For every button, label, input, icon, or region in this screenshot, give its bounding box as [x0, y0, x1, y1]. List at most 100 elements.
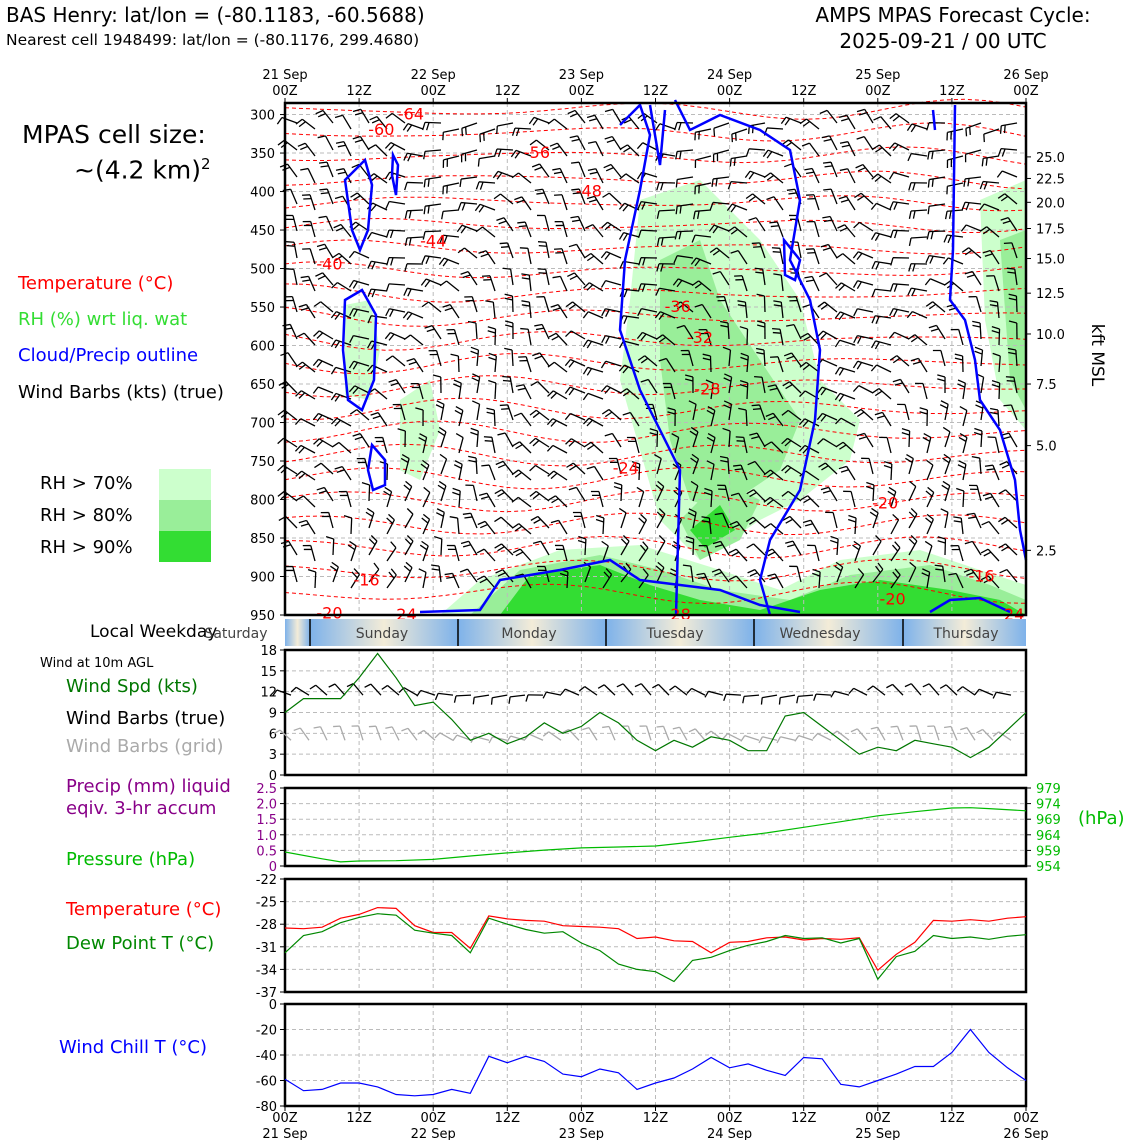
wind-barb: [781, 490, 802, 502]
dewpoint-series: [284, 913, 1027, 983]
wind-barb: [350, 192, 370, 205]
wind-barb: [587, 141, 604, 157]
wind-barb: [532, 540, 550, 556]
legend-temperature: Temperature (°C): [18, 273, 174, 294]
cloud-outline: [929, 596, 1011, 614]
wind-barb: [601, 221, 622, 232]
wind-barb: [385, 229, 406, 239]
wind-barb: [925, 513, 934, 535]
wind-barb: [502, 375, 514, 394]
bottom-time-label: 12Z: [495, 1111, 521, 1126]
wind-barb: [888, 331, 910, 340]
top-time-label: 12Z: [791, 84, 817, 99]
wind-grid-barb: [794, 734, 814, 742]
wind-barb: [820, 486, 838, 502]
wind-grid-barb: [890, 725, 904, 741]
wind-barb: [352, 108, 370, 124]
legend-rh90-label: RH > 90%: [40, 537, 133, 558]
wind-barb: [709, 247, 730, 259]
wind-barb: [419, 540, 429, 562]
wind-barb: [601, 408, 622, 421]
wind-10m-barb: [867, 685, 886, 696]
wind-grid-barb: [488, 736, 508, 744]
wind-barb: [418, 568, 427, 589]
wind-10m-barb: [830, 690, 850, 698]
wind-barb: [754, 376, 766, 394]
wind-grid-barb: [672, 726, 688, 741]
wind-barb: [277, 464, 298, 475]
wind-barb: [655, 287, 676, 296]
wind-barb: [600, 251, 622, 260]
wind-barb: [595, 514, 605, 535]
wind-barb: [925, 486, 935, 508]
top-time-label: 12Z: [643, 84, 669, 99]
wind-barb: [751, 242, 766, 259]
bottom-time-label: 00Z: [1013, 1111, 1039, 1126]
wind-barb: [532, 352, 550, 367]
wind-grid-barb: [401, 727, 418, 741]
temperature-contour: [284, 466, 1026, 490]
wind-grid-barb: [562, 728, 580, 741]
wind-barb: [552, 167, 568, 184]
wind-barb: [653, 453, 662, 475]
wind-barb: [717, 484, 730, 502]
wind-barb: [728, 548, 748, 562]
wind-barb: [854, 568, 865, 589]
wind-barb: [964, 540, 982, 556]
wind-barb: [392, 403, 406, 421]
wind-barb: [284, 565, 298, 583]
temperature-label: -28: [694, 379, 720, 398]
wind-speed-series: [284, 652, 1027, 759]
legend-wind: Wind Barbs (kts) (true): [18, 382, 224, 403]
wind-barb: [804, 167, 820, 184]
wind-barb: [907, 287, 928, 297]
top-time-label: 00Z: [420, 84, 446, 99]
wind-barb: [567, 272, 586, 286]
wind-barb: [654, 311, 676, 320]
cs-ytick-label: 850: [250, 532, 275, 547]
wind-panel: 0 3 6 9 12 15 18: [260, 644, 1028, 784]
wind-10m-barb: [992, 691, 1012, 699]
wind-barb: [284, 296, 298, 313]
top-date-label: 22 Sep: [411, 68, 456, 83]
wind-barb: [673, 255, 694, 264]
wind-barb: [295, 361, 316, 373]
wind-barb: [924, 278, 946, 286]
wind-barb: [870, 364, 892, 373]
wind-barb: [437, 480, 447, 502]
wind-barbs-true-label: Wind Barbs (true): [66, 708, 226, 729]
wind-barb: [798, 418, 820, 427]
rh-shade-region: [500, 565, 1026, 615]
wind-barb: [974, 346, 984, 367]
wind-barb: [570, 215, 586, 232]
wind-barb: [296, 332, 316, 346]
wind-barb: [781, 409, 802, 421]
wind-barb: [296, 495, 316, 508]
wind-barb: [981, 155, 1000, 167]
wind-barb: [519, 247, 532, 265]
wind-barb: [547, 361, 568, 373]
wind-barb: [925, 301, 946, 313]
wind-barb: [965, 122, 982, 137]
wind-barb: [987, 436, 1000, 454]
wind-barb: [812, 568, 821, 589]
pressure-ytick-right-label: 979: [1036, 782, 1061, 797]
wind-grid-barb: [909, 725, 922, 741]
wind-barb: [365, 507, 375, 529]
pressure-ytick-right-label: 969: [1036, 813, 1061, 828]
wind-barb: [989, 300, 1000, 319]
wind-barb: [518, 356, 532, 373]
wind-barb: [928, 324, 946, 340]
top-time-label: 12Z: [346, 84, 372, 99]
wind-barb: [871, 260, 892, 270]
wind-barb: [672, 278, 694, 288]
wind-barb: [738, 407, 748, 427]
wind-barb: [948, 572, 964, 589]
pressure-ytick-right-label: 974: [1036, 798, 1061, 813]
temperature-contour: [284, 420, 1026, 443]
wind-barb: [944, 209, 964, 220]
wind-barb: [455, 432, 464, 454]
wind-barb: [637, 200, 658, 210]
wind-barb: [404, 236, 424, 246]
